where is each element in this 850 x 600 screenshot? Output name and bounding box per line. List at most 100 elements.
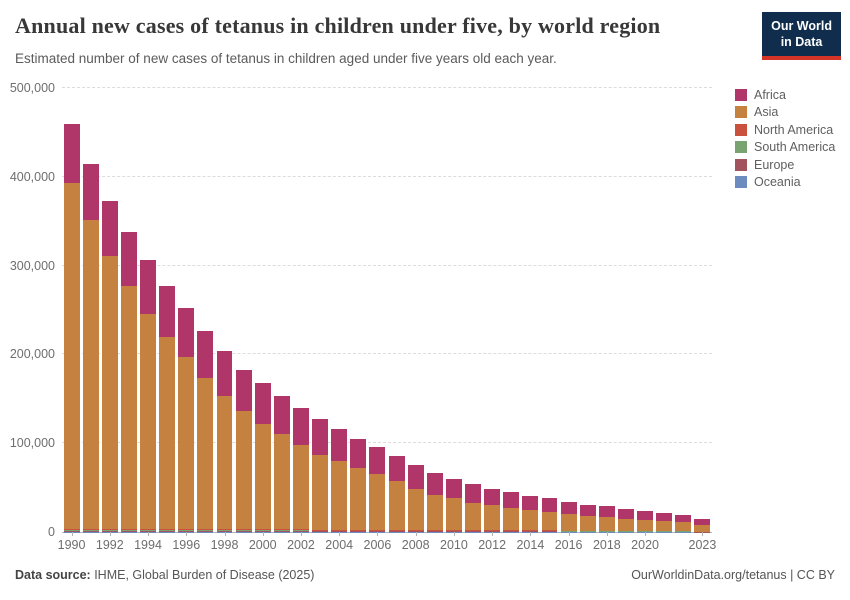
legend-item-north-america[interactable]: North America [735,121,835,139]
legend-item-asia[interactable]: Asia [735,104,835,122]
bar-segment-2017-north-america[interactable] [579,530,596,532]
bar-segment-2002-africa[interactable] [293,407,309,445]
bar-segment-1996-africa[interactable] [178,308,195,358]
bar-2021[interactable] [656,512,673,532]
bar-1992[interactable] [101,200,118,532]
bar-segment-1993-south-america[interactable] [120,530,137,532]
bar-2000[interactable] [254,382,271,532]
bar-segment-2006-south-america[interactable] [369,530,386,532]
bar-segment-2006-north-america[interactable] [369,530,386,531]
bar-segment-1990-africa[interactable] [63,123,80,184]
bar-2016[interactable] [560,501,577,532]
bar-segment-2012-north-america[interactable] [484,530,501,531]
bar-2013[interactable] [503,492,520,532]
bar-segment-1999-north-america[interactable] [235,529,252,531]
bar-segment-2009-africa[interactable] [426,473,443,495]
bar-segment-1990-south-america[interactable] [63,530,80,532]
bar-segment-2018-africa[interactable] [598,506,615,517]
bar-segment-1999-south-america[interactable] [235,530,252,532]
bar-2004[interactable] [331,429,348,532]
bar-2015[interactable] [541,498,558,532]
bar-segment-1990-asia[interactable] [63,183,80,530]
bar-segment-2010-asia[interactable] [445,498,462,531]
bar-2010[interactable] [445,478,462,532]
bar-segment-2011-north-america[interactable] [465,530,481,531]
bar-segment-2000-asia[interactable] [254,423,271,530]
bar-segment-2014-africa[interactable] [522,495,539,510]
bar-segment-2012-asia[interactable] [484,505,501,531]
bar-1990[interactable] [63,123,80,532]
legend-item-europe[interactable]: Europe [735,156,835,174]
bar-2017[interactable] [579,504,596,532]
bar-segment-2006-asia[interactable] [369,474,386,531]
bar-segment-2001-asia[interactable] [273,434,290,530]
bar-segment-1991-south-america[interactable] [82,530,99,532]
bar-segment-1994-north-america[interactable] [140,529,156,531]
bar-segment-2015-africa[interactable] [541,498,558,512]
bar-segment-2002-south-america[interactable] [293,530,309,532]
bar-segment-2003-asia[interactable] [312,454,329,531]
bar-segment-2010-south-america[interactable] [445,530,462,532]
bar-segment-2000-africa[interactable] [254,382,271,424]
bar-segment-2014-south-america[interactable] [522,530,539,532]
bar-segment-1991-europe[interactable] [82,531,99,532]
bar-segment-1999-asia[interactable] [235,411,252,530]
bar-segment-2005-south-america[interactable] [350,530,367,532]
bar-segment-2012-south-america[interactable] [484,530,501,532]
bar-segment-2022-asia[interactable] [675,522,692,532]
bar-segment-1994-africa[interactable] [140,260,156,314]
bar-segment-1997-europe[interactable] [197,531,214,532]
attribution-link[interactable]: OurWorldinData.org/tetanus | CC BY [631,568,835,582]
bar-2001[interactable] [273,396,290,532]
bar-1997[interactable] [197,331,214,532]
bar-segment-2004-asia[interactable] [331,461,348,531]
bar-2006[interactable] [369,446,386,532]
owid-logo[interactable]: Our World in Data [762,12,841,60]
bar-segment-2021-north-america[interactable] [656,530,673,532]
bar-segment-2021-africa[interactable] [656,512,673,521]
bar-segment-1996-asia[interactable] [178,357,195,530]
bar-2002[interactable] [293,407,309,532]
bar-segment-1994-south-america[interactable] [140,530,156,532]
bar-segment-1998-asia[interactable] [216,396,233,530]
bar-segment-2016-asia[interactable] [560,514,577,531]
bar-segment-2017-africa[interactable] [579,504,596,517]
bar-segment-1998-europe[interactable] [216,531,233,532]
bar-segment-2002-asia[interactable] [293,444,309,530]
bar-segment-2016-north-america[interactable] [560,530,577,532]
bar-segment-1991-north-america[interactable] [82,529,99,531]
bar-segment-2020-africa[interactable] [637,510,654,520]
bar-segment-2019-north-america[interactable] [618,530,634,532]
bar-segment-2010-north-america[interactable] [445,530,462,531]
bar-segment-1991-africa[interactable] [82,164,99,221]
bar-segment-2001-africa[interactable] [273,396,290,435]
bar-segment-2016-africa[interactable] [560,501,577,515]
bar-segment-2017-asia[interactable] [579,516,596,531]
bar-segment-2003-north-america[interactable] [312,530,329,531]
bar-segment-2007-north-america[interactable] [388,530,405,531]
bar-segment-2015-north-america[interactable] [541,530,558,531]
bar-segment-2007-asia[interactable] [388,481,405,531]
bar-1993[interactable] [120,231,137,532]
bar-segment-2012-africa[interactable] [484,488,501,506]
bar-segment-1995-north-america[interactable] [159,529,176,531]
bar-segment-2015-south-america[interactable] [541,530,558,532]
bar-segment-2018-asia[interactable] [598,516,615,531]
bar-segment-1995-south-america[interactable] [159,530,176,532]
bar-segment-2010-africa[interactable] [445,478,462,499]
bar-segment-2022-africa[interactable] [675,515,692,523]
bar-segment-2007-south-america[interactable] [388,530,405,532]
bar-segment-2005-africa[interactable] [350,438,367,469]
bar-segment-2014-north-america[interactable] [522,530,539,531]
bar-segment-1992-africa[interactable] [101,200,118,256]
bar-segment-2013-africa[interactable] [503,492,520,509]
legend-item-africa[interactable]: Africa [735,86,835,104]
legend-item-oceania[interactable]: Oceania [735,174,835,192]
bar-segment-1993-north-america[interactable] [120,529,137,531]
bar-segment-1991-asia[interactable] [82,220,99,530]
bar-segment-2004-north-america[interactable] [331,530,348,531]
bar-segment-1993-europe[interactable] [120,531,137,532]
bar-2014[interactable] [522,495,539,532]
bar-segment-1995-africa[interactable] [159,286,176,337]
bar-segment-2018-north-america[interactable] [598,530,615,532]
